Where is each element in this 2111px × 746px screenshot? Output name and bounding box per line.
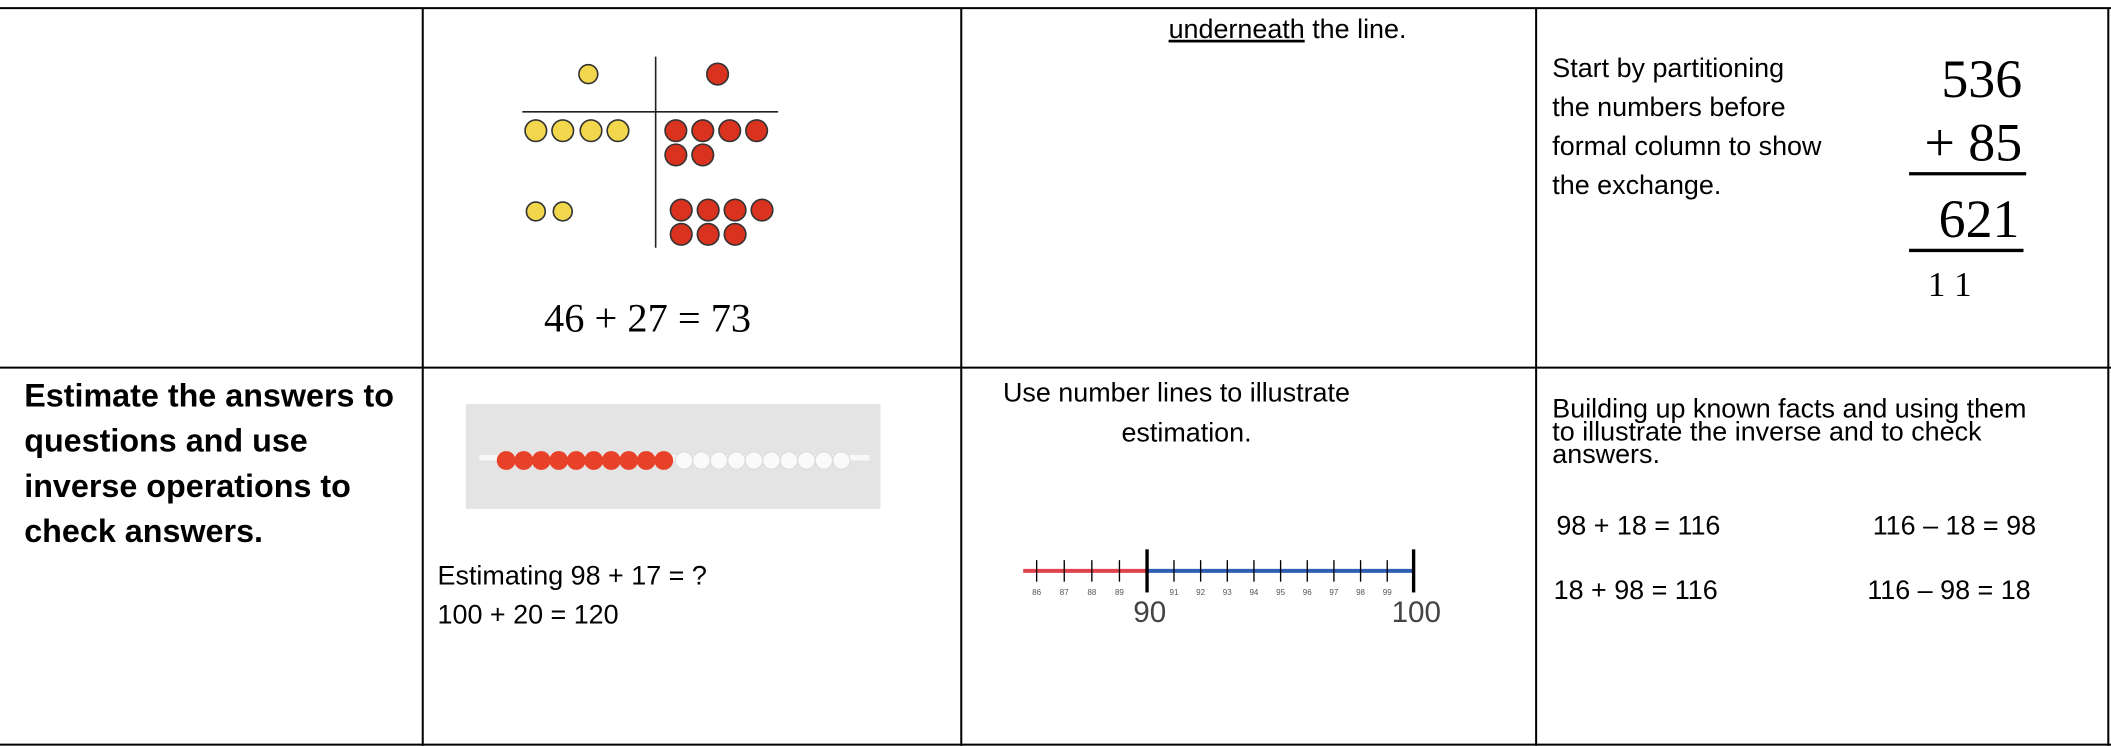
fact: 116 – 98 = 18 <box>1867 575 2030 605</box>
estimating-line: 100 + 20 = 120 <box>438 599 619 629</box>
sum-top: 536 <box>1941 49 2022 109</box>
note-rest: the line. <box>1305 14 1407 44</box>
bead-string <box>466 404 881 509</box>
column-note-line: the exchange. <box>1552 170 1721 200</box>
white-bead <box>780 452 798 470</box>
worksheet-table: 46 + 27 = 73 underneath the line. 536 + … <box>0 0 2111 746</box>
number-line-note: Use number lines to illustrate <box>1003 377 1350 407</box>
small-label: 87 <box>1060 588 1069 597</box>
small-label: 89 <box>1115 588 1124 597</box>
red-bead <box>654 451 673 470</box>
column-note-line: the numbers before <box>1552 92 1785 122</box>
red-bead <box>532 451 551 470</box>
small-label: 86 <box>1032 588 1041 597</box>
white-bead <box>728 452 746 470</box>
estimating-line: Estimating 98 + 17 = ? <box>438 560 707 590</box>
red-bead <box>637 451 656 470</box>
white-bead <box>693 452 711 470</box>
white-bead <box>675 452 693 470</box>
sum-answer: 621 <box>1939 189 2020 249</box>
red-bead <box>514 451 533 470</box>
fact: 116 – 18 = 98 <box>1873 511 2036 541</box>
equation: 46 + 27 = 73 <box>544 295 751 340</box>
red-bead <box>497 451 516 470</box>
column-sum: 536 + 85 621 1 1 <box>1909 49 2026 304</box>
column-note-line: formal column to show <box>1552 131 1822 161</box>
red-bead <box>602 451 621 470</box>
small-label: 94 <box>1249 588 1258 597</box>
objective-line: Estimate the answers to <box>24 378 394 414</box>
small-label: 97 <box>1329 588 1338 597</box>
small-label: 91 <box>1169 588 1178 597</box>
sum-carry: 1 1 <box>1928 265 1972 304</box>
small-label: 88 <box>1087 588 1096 597</box>
inverse-note-line: answers. <box>1552 439 1660 469</box>
small-label: 93 <box>1223 588 1232 597</box>
white-bead <box>833 452 851 470</box>
fact: 18 + 98 = 116 <box>1554 575 1718 605</box>
objective-line: questions and use <box>24 423 308 459</box>
column-note-line: Start by partitioning <box>1552 53 1784 83</box>
small-label: 96 <box>1303 588 1312 597</box>
red-bead <box>584 451 603 470</box>
number-line-note: estimation. <box>1121 418 1251 448</box>
white-bead <box>710 452 728 470</box>
major-label: 100 <box>1392 596 1441 629</box>
method-note: underneath the line. <box>1169 14 1407 44</box>
objective-line: inverse operations to <box>24 468 351 504</box>
place-value-counters <box>522 57 778 248</box>
small-label: 98 <box>1356 588 1365 597</box>
white-bead <box>815 452 833 470</box>
small-label: 95 <box>1276 588 1285 597</box>
underlined-word: underneath <box>1169 14 1305 44</box>
page: 46 + 27 = 73 underneath the line. 536 + … <box>0 0 2111 746</box>
sum-second: + 85 <box>1924 112 2022 172</box>
red-bead <box>567 451 586 470</box>
small-label: 92 <box>1196 588 1205 597</box>
fact: 98 + 18 = 116 <box>1556 511 1720 541</box>
white-bead <box>798 452 816 470</box>
white-bead <box>745 452 763 470</box>
objective-line: check answers. <box>24 513 263 549</box>
white-bead <box>763 452 781 470</box>
major-label: 90 <box>1133 596 1166 629</box>
red-bead <box>549 451 568 470</box>
red-bead <box>619 451 638 470</box>
